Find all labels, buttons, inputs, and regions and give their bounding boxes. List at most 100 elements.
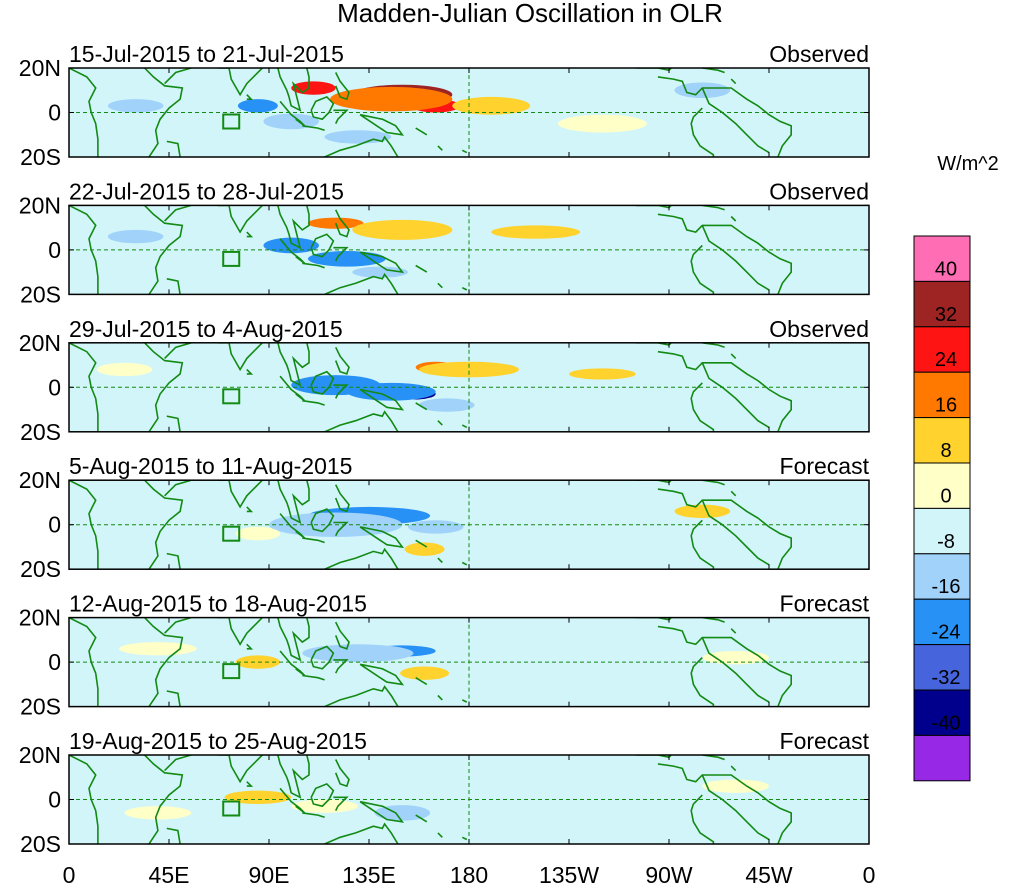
coastline xyxy=(359,663,405,686)
anomaly-contour xyxy=(674,504,731,519)
coastline xyxy=(437,832,443,838)
panel-field xyxy=(69,342,869,432)
coastline xyxy=(164,480,192,497)
coastline xyxy=(324,272,399,295)
coastline xyxy=(701,774,770,841)
x-tick-label: 45E xyxy=(149,862,190,887)
index-region-box xyxy=(222,113,241,130)
panel-status-label: Forecast xyxy=(780,728,870,754)
coastline xyxy=(279,375,306,402)
coastline xyxy=(164,755,192,772)
coastline xyxy=(359,251,405,274)
coastline xyxy=(144,68,184,157)
coastline xyxy=(730,78,737,85)
anomaly-contour xyxy=(237,99,278,113)
anomaly-contour xyxy=(404,542,445,556)
coastline xyxy=(164,342,192,359)
coastline xyxy=(415,814,428,823)
coastline xyxy=(461,149,468,154)
anomaly-contour xyxy=(674,82,731,99)
coastline xyxy=(277,342,310,387)
colorbar-units-label: W/m^2 xyxy=(937,153,999,175)
x-tick-label: 0 xyxy=(863,862,876,887)
index-region-box xyxy=(222,388,241,405)
coastline xyxy=(310,95,335,121)
coastline xyxy=(277,205,310,250)
coastline xyxy=(279,787,306,814)
anomaly-contour xyxy=(569,642,636,656)
coastline xyxy=(302,812,325,819)
colorbar: W/m^2 40 32 24 16 8 0 -8 -16 -24 -32 -40 xyxy=(913,153,999,782)
anomaly-contour xyxy=(419,398,475,412)
coastline xyxy=(461,699,468,703)
coastline xyxy=(279,100,306,127)
coastline xyxy=(415,677,428,686)
coastline xyxy=(701,225,770,291)
anomaly-contour xyxy=(452,96,531,115)
colorbar-level-label: -32 xyxy=(932,667,961,689)
coastline xyxy=(690,244,715,295)
y-tick-label: 20S xyxy=(20,144,61,170)
y-tick-label: 20N xyxy=(19,742,61,768)
anomaly-contour xyxy=(352,266,408,278)
coastline xyxy=(302,674,325,681)
anomaly-contour xyxy=(702,779,770,793)
coastline xyxy=(730,353,737,359)
anomaly-contour xyxy=(119,642,197,656)
anomaly-contour xyxy=(107,99,164,113)
coastline xyxy=(415,264,428,273)
colorbar-level-label: 8 xyxy=(940,440,951,462)
coastline xyxy=(635,755,673,759)
coastline xyxy=(279,513,306,539)
chart-title: Madden-Julian Oscillation in OLR xyxy=(337,0,723,28)
y-tick-label: 0 xyxy=(48,237,61,263)
y-tick-label: 20S xyxy=(20,694,61,720)
anomaly-contour xyxy=(702,650,770,665)
colorbar-swatch xyxy=(913,689,971,736)
coastline xyxy=(324,685,399,707)
coastline xyxy=(302,262,325,269)
panel-period-label: 19-Aug-2015 to 25-Aug-2015 xyxy=(69,728,367,754)
anomaly-contour xyxy=(557,114,647,133)
coastline xyxy=(437,420,443,426)
coastline xyxy=(164,617,192,634)
colorbar-level-label: 24 xyxy=(935,349,957,371)
coastline xyxy=(334,621,350,650)
colorbar-level-label: 40 xyxy=(935,258,957,280)
anomaly-contour xyxy=(235,526,281,541)
colorbar-level-label: -16 xyxy=(932,576,961,598)
coastline xyxy=(359,113,405,136)
coastline xyxy=(246,506,254,513)
coastline xyxy=(437,694,443,701)
panel-period-label: 15-Jul-2015 to 21-Jul-2015 xyxy=(69,41,344,67)
coastline xyxy=(302,399,325,406)
colorbar-swatch xyxy=(913,598,971,646)
coastline xyxy=(324,135,399,157)
coastline xyxy=(324,822,399,844)
coastline xyxy=(164,205,192,222)
coastline xyxy=(333,796,349,811)
coastline xyxy=(246,231,254,238)
anomaly-contour xyxy=(569,368,636,380)
coastline xyxy=(310,782,335,808)
coastline xyxy=(461,286,468,291)
coastline xyxy=(690,657,715,707)
colorbar-swatch xyxy=(913,734,971,782)
coastline xyxy=(657,488,792,570)
coastline xyxy=(166,690,181,707)
x-tick-label: 135W xyxy=(539,862,599,887)
coastline xyxy=(657,76,792,157)
colorbar-level-label: -8 xyxy=(937,531,955,553)
panel-period-label: 29-Jul-2015 to 4-Aug-2015 xyxy=(69,316,343,342)
anomaly-contour xyxy=(335,775,425,789)
coastline xyxy=(690,382,715,432)
coastline xyxy=(310,233,335,258)
panel-status-label: Forecast xyxy=(780,453,870,479)
y-tick-label: 20N xyxy=(19,467,61,493)
coastline xyxy=(166,827,181,844)
panel-status-label: Observed xyxy=(769,41,869,67)
coastline xyxy=(164,68,192,85)
panel-status-label: Forecast xyxy=(780,591,870,617)
coastline xyxy=(166,140,181,157)
y-tick-label: 20N xyxy=(19,605,61,631)
